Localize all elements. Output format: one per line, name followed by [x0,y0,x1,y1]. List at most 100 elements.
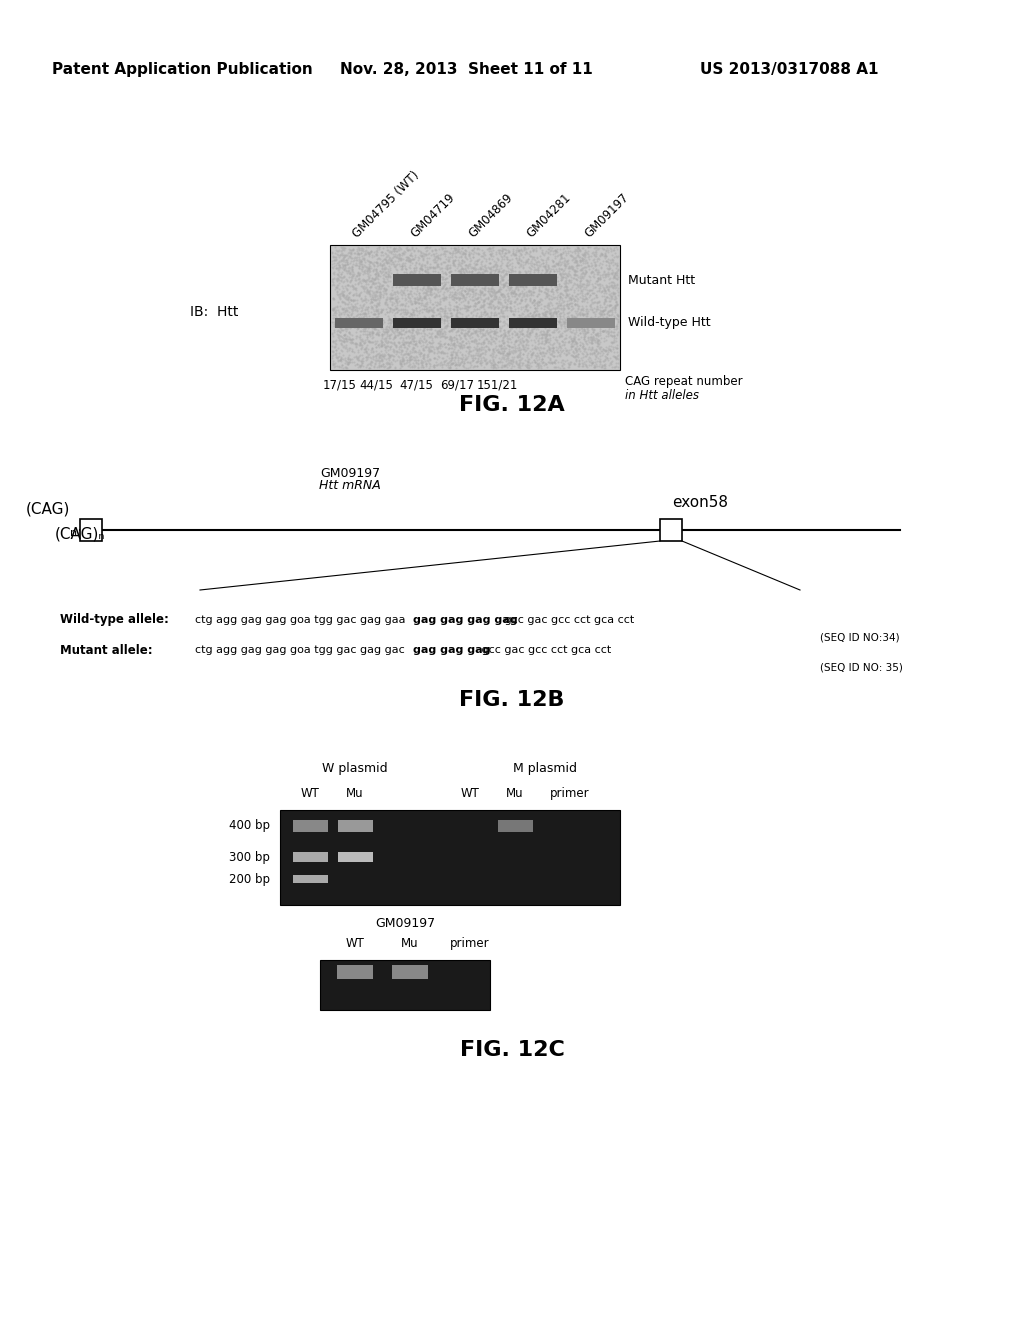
Point [582,339,598,360]
Point [391,323,408,345]
Point [486,255,503,276]
Point [434,272,451,293]
Point [447,275,464,296]
Point [402,310,419,331]
Point [561,356,578,378]
Point [529,315,546,337]
Point [488,315,505,337]
Point [465,301,481,322]
Point [326,252,342,273]
Point [561,298,578,319]
Point [485,345,502,366]
Point [415,248,431,269]
Point [572,281,589,302]
Point [510,240,526,261]
Point [525,279,542,300]
Point [422,284,438,305]
Point [550,351,566,372]
Point [561,238,578,259]
Point [587,356,603,378]
Point [592,331,608,352]
Point [450,286,466,308]
Point [483,290,500,312]
Point [511,348,527,370]
Point [513,290,529,312]
Point [361,312,378,333]
Point [476,302,493,323]
Point [524,239,541,260]
Point [435,267,452,288]
Point [475,265,492,286]
Point [513,306,529,327]
Point [502,290,518,312]
Point [443,319,460,341]
Point [561,339,578,360]
Point [458,255,474,276]
Point [388,288,404,309]
Point [497,243,513,264]
Point [407,260,423,281]
Point [529,354,546,375]
Point [407,288,423,309]
Point [332,330,348,351]
Point [395,323,412,345]
Point [519,300,536,321]
Point [324,341,340,362]
Point [482,319,499,341]
Point [593,257,609,279]
Point [383,263,399,284]
Point [608,327,625,348]
Point [436,321,453,342]
Point [564,321,581,342]
Point [474,280,490,301]
Point [460,325,476,346]
Point [554,300,570,321]
Point [489,342,506,363]
Point [539,341,555,362]
Point [371,355,387,376]
Point [523,305,540,326]
Point [586,267,602,288]
Point [536,338,552,359]
Point [442,327,459,348]
Point [376,347,392,368]
Point [490,347,507,368]
Point [474,315,490,337]
Point [432,352,449,374]
Point [387,319,403,341]
Point [454,251,470,272]
Point [331,249,347,271]
Point [587,310,603,331]
Point [348,282,365,304]
Point [390,265,407,286]
Point [359,281,376,302]
Point [505,348,521,370]
Point [541,302,557,323]
Point [526,277,543,298]
Point [512,342,528,363]
Point [500,276,516,297]
Point [469,345,485,366]
Point [571,315,588,337]
Point [417,350,433,371]
Point [435,268,452,289]
Point [565,347,582,368]
Point [487,281,504,302]
Point [560,289,577,310]
Point [337,327,353,348]
Point [539,253,555,275]
Point [388,350,404,371]
Point [388,277,404,298]
Point [372,345,388,366]
Point [395,345,412,366]
Point [566,308,583,329]
Point [391,321,408,342]
Point [328,300,344,321]
Point [457,296,473,317]
Point [333,264,349,285]
Point [562,286,579,308]
Point [381,310,397,331]
Point [348,297,365,318]
Point [454,322,470,343]
Point [552,335,568,356]
